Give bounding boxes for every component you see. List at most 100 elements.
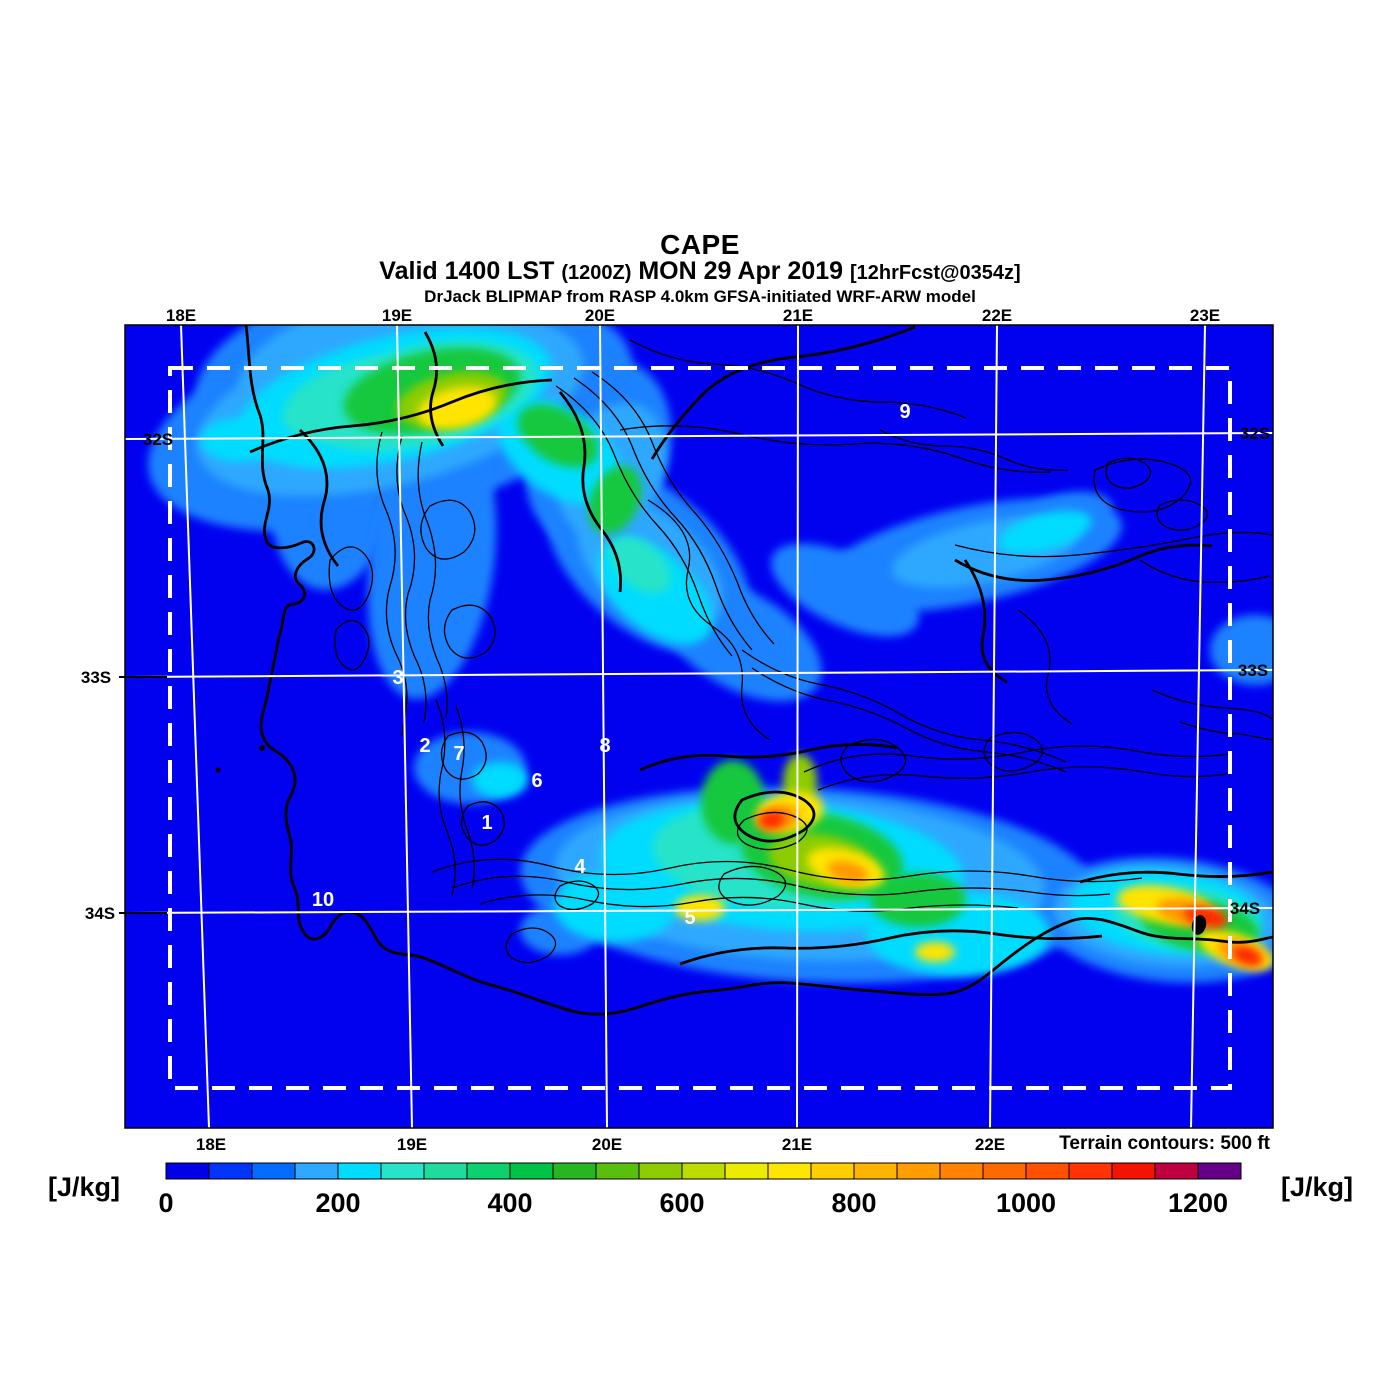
cape-patch (998, 510, 1092, 554)
lon-label-bottom-21E: 21E (782, 1135, 812, 1154)
latitude-line-33S (124, 669, 1274, 678)
valid-time: Valid 1400 LST (379, 257, 555, 285)
color-scale-cell (208, 1162, 253, 1180)
site-marker-1: 1 (481, 812, 492, 834)
site-markers: 1 2 3 4 5 6 7 8 9 10 (312, 401, 911, 929)
units-label-left: [J/kg] (48, 1172, 120, 1202)
zulu-time: (1200Z) (561, 262, 632, 284)
color-scale-cell (595, 1162, 640, 1180)
plot-title: CAPE (660, 229, 740, 260)
color-scale-cell (1111, 1162, 1156, 1180)
island-dot (215, 767, 221, 773)
terrain-contour-note: Terrain contours: 500 ft (1059, 1133, 1270, 1154)
longitude-line-20E (599, 324, 608, 1129)
lon-label-bottom-20E: 20E (592, 1135, 622, 1154)
color-scale-tick-1000: 1000 (996, 1188, 1056, 1218)
cape-patch (701, 760, 765, 844)
site-marker-5: 5 (684, 907, 695, 929)
color-scale-cell (982, 1162, 1027, 1180)
site-marker-10: 10 (312, 889, 334, 911)
color-scale-cell (294, 1162, 339, 1180)
color-scale-cell (337, 1162, 382, 1180)
lon-label-top-21E: 21E (783, 306, 813, 325)
color-scale-cell (681, 1162, 726, 1180)
site-marker-3: 3 (392, 667, 403, 689)
domain-box-outline (168, 366, 1232, 1090)
island-dot (259, 745, 265, 751)
cape-patch (870, 873, 966, 927)
color-scale-cell (810, 1162, 855, 1180)
site-marker-2: 2 (419, 735, 430, 757)
cape-patch (554, 870, 678, 942)
graticule (119, 324, 1274, 1129)
longitude-line-22E (989, 324, 998, 1129)
color-scale-cell (423, 1162, 468, 1180)
color-scale-cell (853, 1162, 898, 1180)
site-marker-8: 8 (599, 735, 610, 757)
lat-label-right-33S: 33S (1238, 661, 1268, 680)
color-scale: 0 200 400 600 800 1000 1200 [J/kg] [J/kg] (48, 1162, 1353, 1218)
color-scale-cell (380, 1162, 425, 1180)
longitude-line-21E (796, 324, 799, 1129)
lon-label-bottom-22E: 22E (975, 1135, 1005, 1154)
lon-label-bottom-19E: 19E (397, 1135, 427, 1154)
color-scale-cell (896, 1162, 941, 1180)
latitude-line-34S (124, 907, 1274, 914)
color-scale-cell (724, 1162, 769, 1180)
color-scale-cell (638, 1162, 683, 1180)
color-scale-cell (165, 1162, 210, 1180)
color-scale-cell (1025, 1162, 1070, 1180)
cape-field-patches (148, 325, 1273, 984)
model-credit-line: DrJack BLIPMAP from RASP 4.0km GFSA-init… (424, 287, 976, 306)
lon-label-top-19E: 19E (382, 306, 412, 325)
terrain-contours (249, 325, 1273, 966)
color-scale-tick-400: 400 (487, 1188, 532, 1218)
color-scale-tick-800: 800 (831, 1188, 876, 1218)
cape-patch (827, 860, 869, 884)
color-scale-cell (939, 1162, 984, 1180)
color-scale-cell (1068, 1162, 1113, 1180)
color-scale-cell (251, 1162, 296, 1180)
units-label-right: [J/kg] (1281, 1172, 1353, 1202)
cape-patch (609, 536, 671, 594)
valid-time-line: Valid 1400 LST (1200Z) MON 29 Apr 2019 [… (0, 258, 1400, 286)
lat-label-right-34S: 34S (1230, 899, 1260, 918)
color-scale-cell (1197, 1162, 1242, 1180)
lat-label-left-33S: 33S (81, 668, 111, 687)
cape-patch (1232, 946, 1262, 966)
site-marker-4: 4 (574, 856, 586, 878)
lon-label-top-22E: 22E (982, 306, 1012, 325)
color-scale-cell (1154, 1162, 1199, 1180)
longitude-line-18E (180, 324, 210, 1129)
color-scale-tick-200: 200 (315, 1188, 360, 1218)
latitude-line-32S (124, 432, 1274, 440)
lat-label-left-34S: 34S (85, 904, 115, 923)
site-marker-6: 6 (531, 770, 542, 792)
longitude-line-23E (1190, 324, 1206, 1129)
color-scale-cell (509, 1162, 554, 1180)
color-scale-cell (466, 1162, 511, 1180)
axis-labels: 18E 19E 20E 21E 22E 23E 18E 19E 20E 21E 22E 32S 32S 3… (81, 306, 1271, 1154)
cape-patch (472, 762, 528, 798)
cape-patch (915, 942, 955, 962)
lon-label-top-23E: 23E (1190, 306, 1220, 325)
forecast-cycle: [12hrFcst@0354z] (850, 262, 1021, 284)
lat-label-left-32S: 32S (143, 430, 173, 449)
color-scale-tick-0: 0 (158, 1188, 173, 1218)
lon-label-bottom-18E: 18E (196, 1135, 226, 1154)
lon-label-top-20E: 20E (585, 306, 615, 325)
color-scale-cell (767, 1162, 812, 1180)
cape-patch (1210, 615, 1273, 685)
site-marker-7: 7 (453, 743, 464, 765)
site-marker-9: 9 (899, 401, 910, 423)
color-scale-tick-600: 600 (659, 1188, 704, 1218)
cape-patch (675, 895, 725, 921)
header: CAPE Valid 1400 LST (1200Z) MON 29 Apr 2… (0, 229, 1400, 306)
valid-date: MON 29 Apr 2019 (638, 257, 844, 285)
longitude-line-19E (396, 324, 413, 1129)
color-scale-cell (552, 1162, 597, 1180)
cape-patch (200, 418, 280, 462)
cape-patch (759, 811, 785, 829)
lat-label-right-32S: 32S (1240, 424, 1270, 443)
